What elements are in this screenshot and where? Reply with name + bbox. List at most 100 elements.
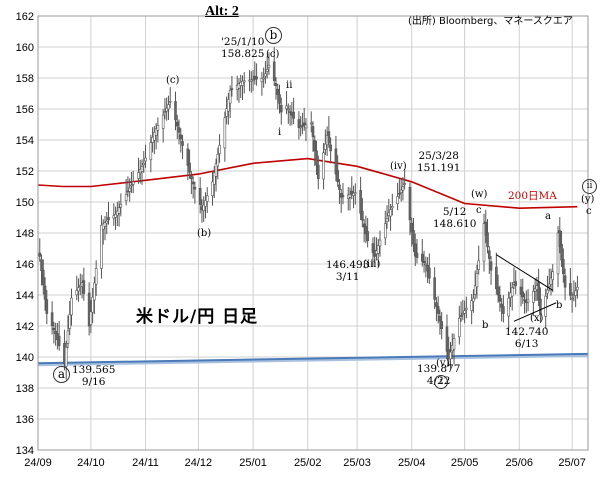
candle-body (376, 245, 380, 254)
candle-body (198, 188, 202, 205)
candle (350, 176, 354, 200)
candle (472, 289, 475, 313)
candle (364, 215, 368, 244)
candle-body (50, 312, 54, 326)
candle (537, 268, 540, 307)
candle (486, 219, 489, 254)
candle (463, 300, 466, 324)
candle-body (324, 143, 327, 150)
candle-body (137, 172, 140, 179)
low-annotation-0613: 142.740 6/13 (505, 326, 549, 350)
candle-body (287, 108, 290, 111)
candle-body (458, 317, 461, 338)
candle (433, 267, 436, 309)
candle (391, 193, 394, 216)
y-tick-label: 138 (16, 383, 34, 395)
candle-body (354, 192, 357, 195)
x-tick-label: 25/07 (558, 457, 586, 469)
candle (274, 77, 278, 100)
candle (230, 75, 234, 97)
candle-body (482, 223, 486, 262)
candle-body (341, 195, 345, 198)
wave-label-c2: (c) (266, 49, 280, 60)
candle-body (574, 290, 577, 296)
circled-label-b: b (265, 27, 282, 44)
candle (309, 111, 313, 133)
candle-body (459, 315, 463, 317)
candle-body (348, 194, 352, 198)
candle-body (433, 277, 436, 300)
wave-label-b2: b (482, 320, 489, 331)
candle-body (496, 286, 500, 296)
candle-body (489, 261, 493, 271)
candle (287, 103, 290, 124)
candle (297, 111, 301, 140)
candle (569, 268, 572, 301)
candle (251, 70, 255, 91)
candle (311, 121, 315, 152)
candle (473, 270, 477, 300)
ma200-line (37, 157, 578, 210)
candle-body (570, 297, 574, 300)
candle (576, 275, 579, 299)
candle-body (484, 221, 488, 236)
candle (539, 287, 542, 324)
candle (54, 322, 57, 346)
candle-body (359, 189, 362, 214)
candle (198, 177, 202, 214)
candle-body (100, 224, 103, 269)
wave-label-v: (v) (436, 358, 450, 369)
support-line-shadow (37, 353, 589, 367)
candle-body (316, 164, 320, 180)
x-tick-label: 24/10 (77, 457, 105, 469)
candle-body (264, 73, 267, 77)
candle-body (45, 299, 49, 314)
candle-body (470, 300, 473, 311)
candle (316, 155, 320, 190)
triangle-line (513, 302, 557, 322)
candle-body (142, 162, 146, 166)
triangle-line (496, 254, 554, 291)
candle-body (43, 285, 47, 300)
candle (302, 107, 306, 131)
candle (191, 176, 195, 199)
candle-body (297, 119, 301, 128)
candle (227, 92, 230, 125)
candle-body (202, 204, 206, 211)
candle-body (500, 303, 503, 308)
candle (117, 200, 121, 227)
candle (299, 116, 302, 137)
chart-grid (37, 15, 588, 451)
candle (383, 210, 387, 246)
candle (458, 305, 461, 345)
wave-label-iii: (iii) (363, 259, 381, 270)
candle (188, 149, 191, 179)
candle (202, 196, 206, 222)
candle (45, 290, 49, 325)
candle-body (54, 330, 57, 335)
candle (276, 83, 280, 110)
candle-body (391, 206, 394, 209)
candle-body (105, 220, 109, 224)
candle-body (52, 327, 56, 331)
candle (556, 226, 560, 288)
candle-body (440, 321, 443, 330)
y-tick-label: 154 (16, 135, 34, 147)
candle-body (191, 181, 195, 185)
candle (43, 277, 47, 311)
candle (70, 288, 73, 326)
x-tick-label: 25/04 (398, 457, 426, 469)
wave-label-y: (y) (581, 194, 595, 205)
candle (378, 230, 382, 257)
candle-body (362, 223, 366, 228)
candle (255, 63, 258, 86)
candle (482, 213, 486, 272)
x-tick-label: 25/06 (505, 457, 533, 469)
candle (428, 253, 431, 284)
candle-body (385, 217, 389, 222)
candle (496, 274, 500, 303)
high-annotation-0328: 25/3/28 151.191 (417, 150, 461, 174)
candle-body (546, 289, 549, 294)
candle-body (371, 243, 375, 253)
candle-body (398, 192, 401, 195)
